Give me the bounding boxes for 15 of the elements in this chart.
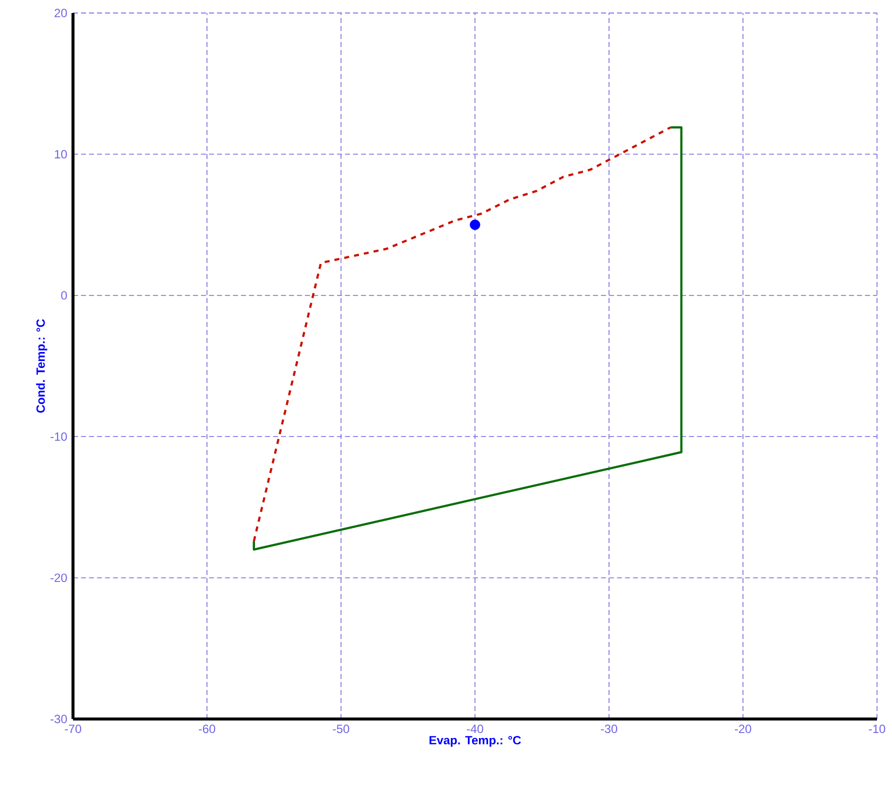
x-axis-title: Evap. Temp.: °C <box>430 736 521 747</box>
x-tick-label: -40 <box>466 724 484 734</box>
y-tick-label: 0 <box>61 291 67 300</box>
x-tick-label: -20 <box>734 724 752 734</box>
y-tick-label: -10 <box>50 432 67 441</box>
y-tick-label: 10 <box>54 150 67 158</box>
y-tick-label: -30 <box>50 714 67 724</box>
x-tick-label: -10 <box>868 724 886 734</box>
x-tick-label: -50 <box>332 724 350 734</box>
y-tick-label: -20 <box>50 574 67 582</box>
x-tick-label: -30 <box>600 724 618 734</box>
y-tick-label: 20 <box>54 8 67 18</box>
x-tick-label: -60 <box>198 724 216 734</box>
y-axis-title: Cond. Temp.: °C <box>36 319 48 413</box>
x-tick-label: -70 <box>64 724 82 734</box>
